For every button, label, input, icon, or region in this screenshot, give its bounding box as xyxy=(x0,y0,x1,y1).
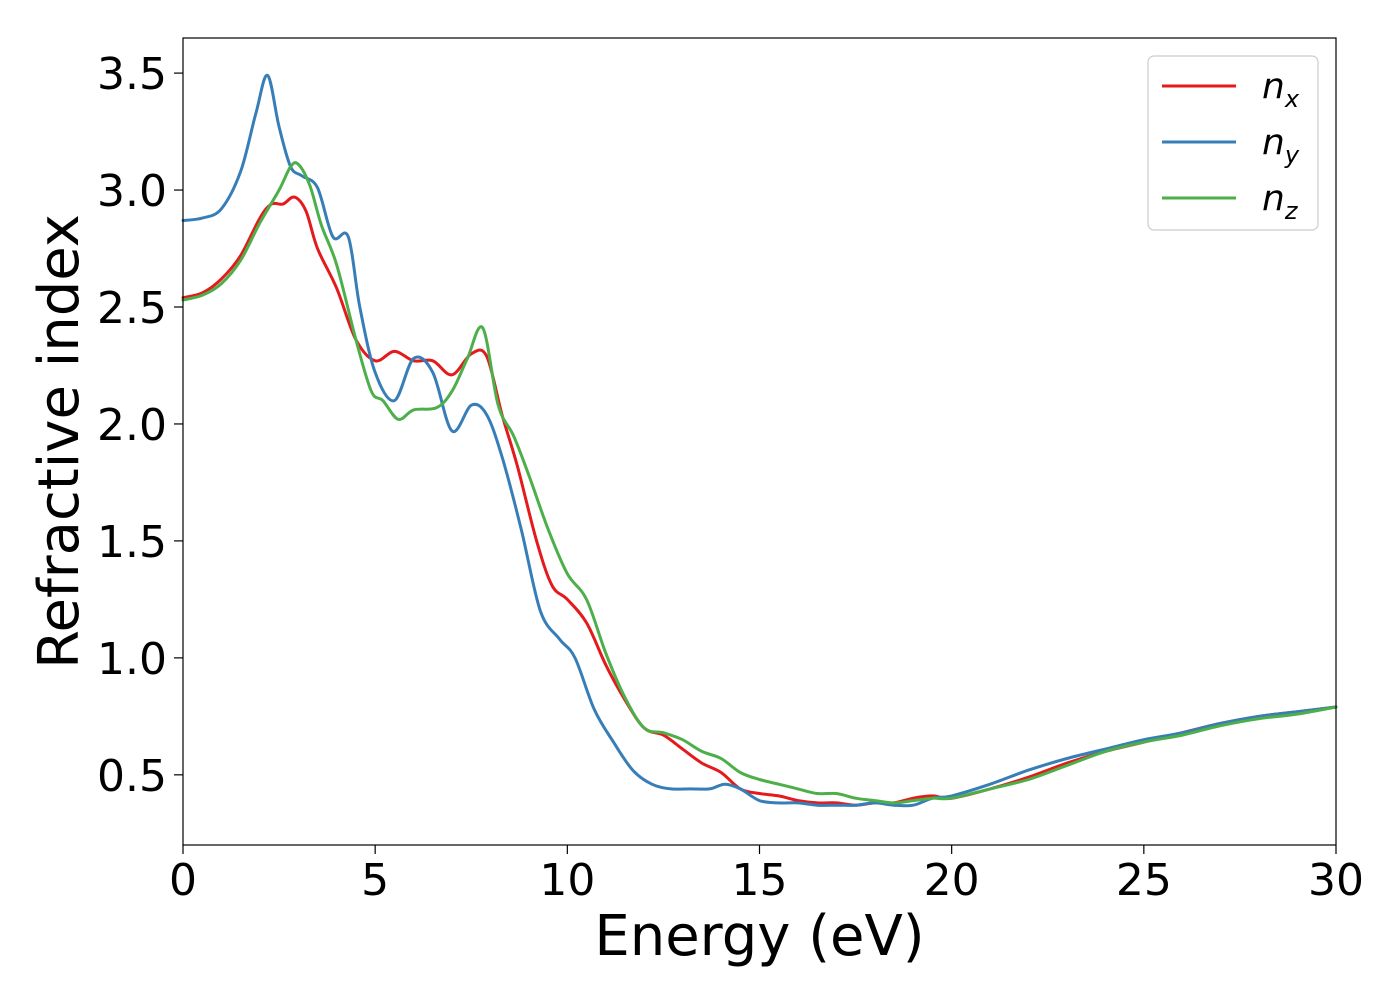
y-tick-label: 1.0 xyxy=(97,634,167,685)
series-line-nz xyxy=(181,161,1338,805)
x-tick-label: 0 xyxy=(169,855,197,906)
x-tick-label: 5 xyxy=(361,855,389,906)
y-tick-label: 0.5 xyxy=(97,751,167,802)
x-axis-ticks: 0 5 10 15 20 25 30 xyxy=(169,845,1364,906)
legend-label-nx: nx xyxy=(1262,66,1300,113)
x-tick-label: 30 xyxy=(1308,855,1364,906)
legend-label-ny: ny xyxy=(1262,122,1300,169)
series-line-ny xyxy=(181,73,1338,808)
y-tick-label: 3.5 xyxy=(97,49,167,100)
x-tick-label: 20 xyxy=(924,855,980,906)
y-tick-label: 2.0 xyxy=(97,400,167,451)
y-axis-label: Refractive index xyxy=(27,214,92,669)
x-tick-label: 25 xyxy=(1116,855,1172,906)
x-axis-label: Energy (eV) xyxy=(594,904,924,969)
legend-label-nz: nz xyxy=(1262,178,1299,225)
legend: nx ny nz xyxy=(1147,55,1319,231)
series-layer xyxy=(181,73,1338,808)
y-axis-ticks: 0.5 1.0 1.5 2.0 2.5 3.0 3.5 xyxy=(97,49,183,802)
y-tick-label: 2.5 xyxy=(97,283,167,334)
y-tick-label: 1.5 xyxy=(97,517,167,568)
x-tick-label: 15 xyxy=(732,855,788,906)
y-tick-label: 3.0 xyxy=(97,166,167,217)
x-tick-label: 10 xyxy=(539,855,595,906)
